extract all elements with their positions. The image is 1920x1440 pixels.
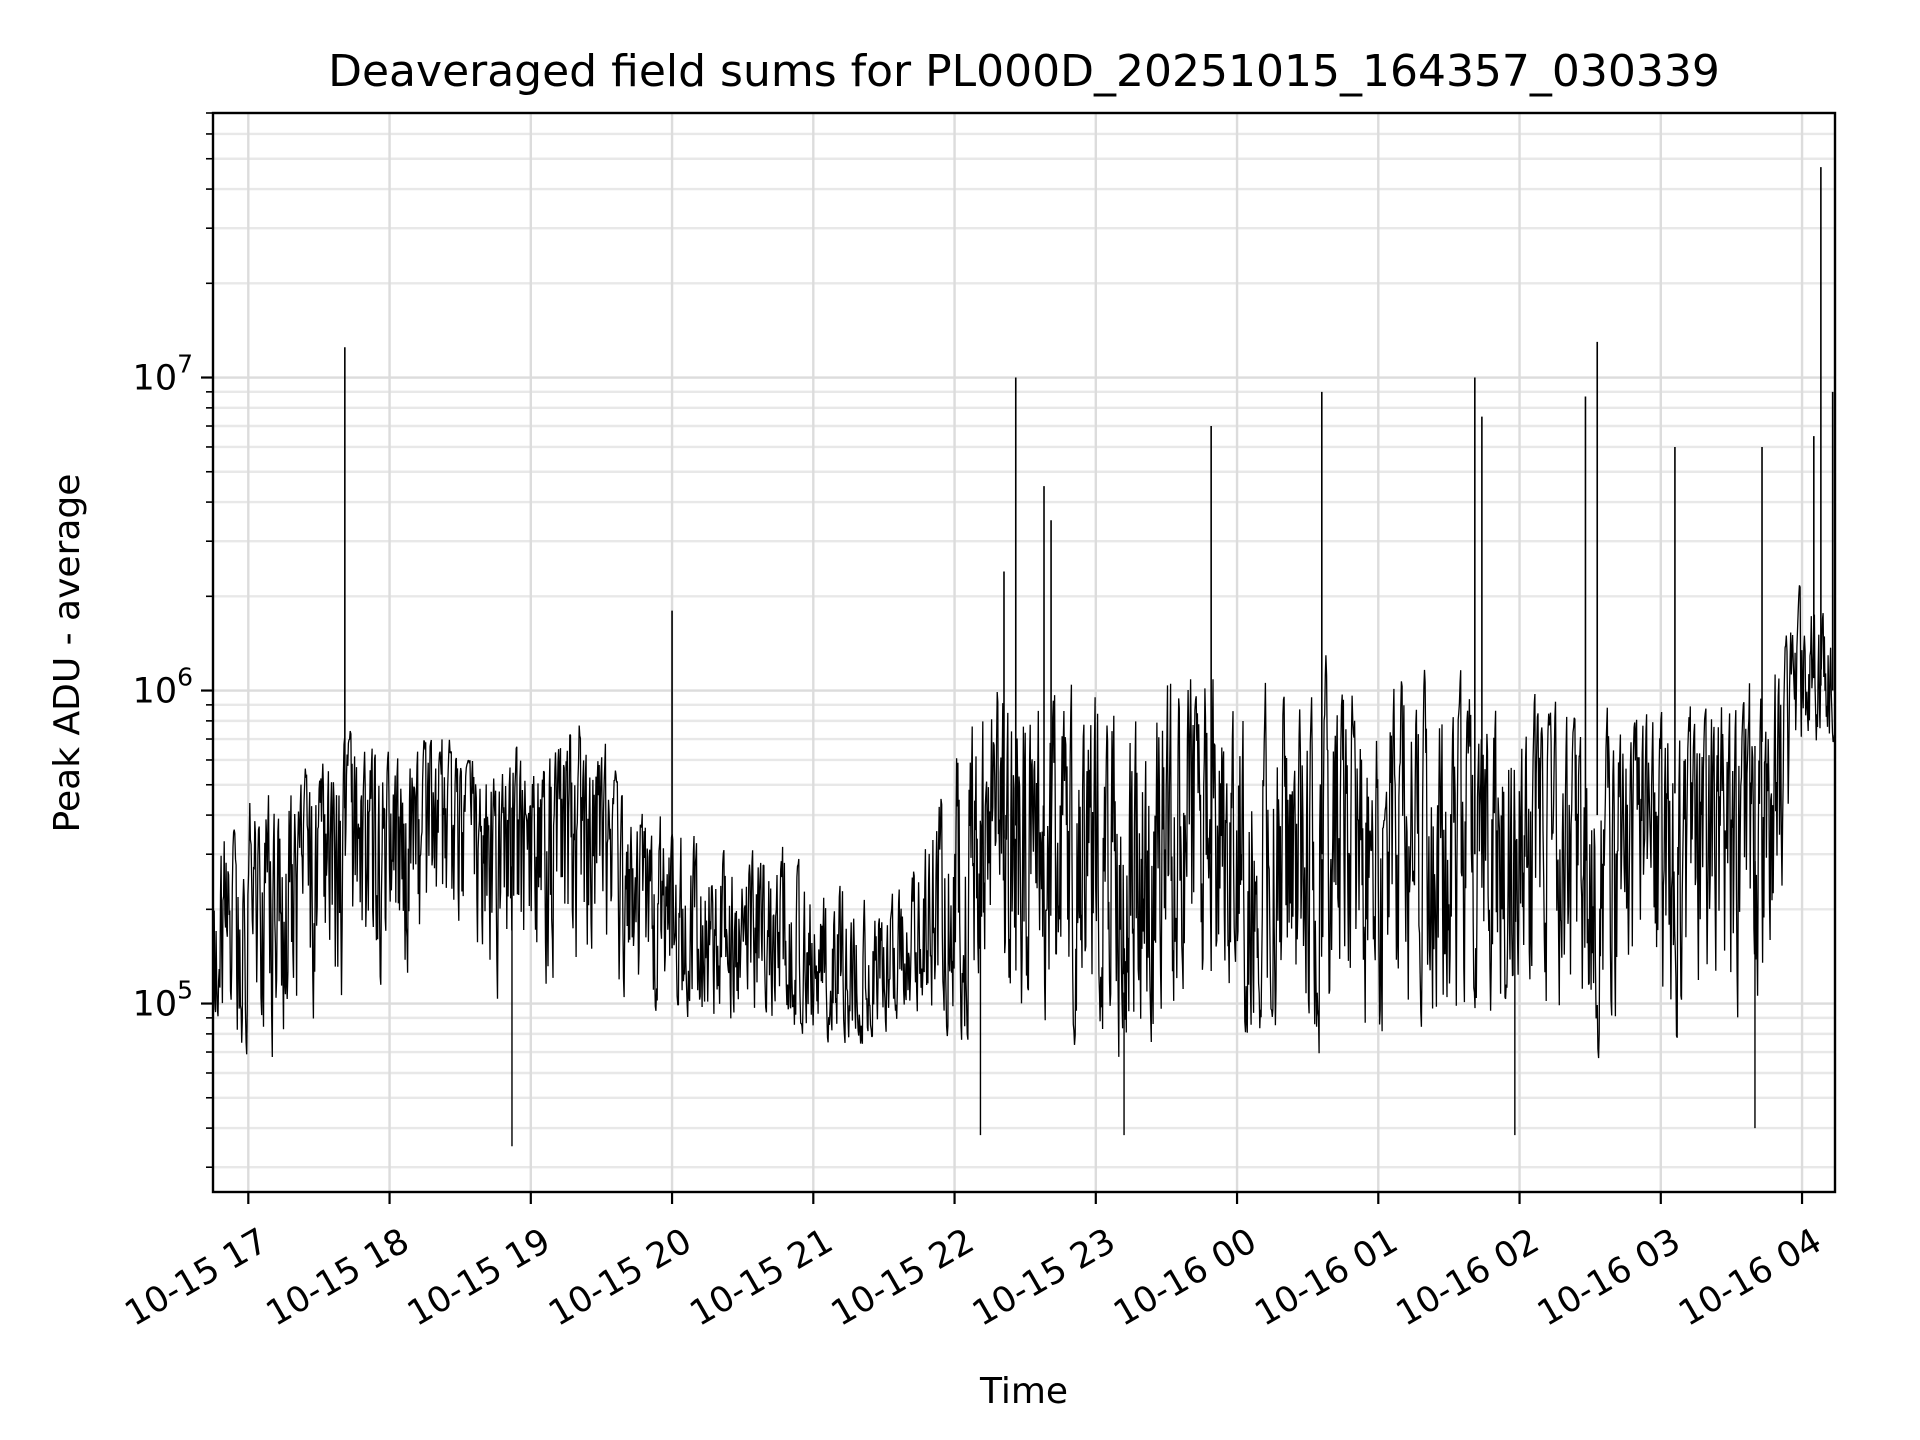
data-series [212, 167, 1836, 1147]
y-tick-label: 107 [133, 350, 193, 399]
x-axis-label: Time [979, 1371, 1068, 1412]
chart-title: Deaveraged field sums for PL000D_2025101… [328, 46, 1720, 97]
y-tick-label: 106 [133, 663, 193, 712]
plot-area-frame [211, 111, 1837, 1194]
y-tick-label: 105 [133, 976, 193, 1025]
y-axis-label: Peak ADU - average [47, 474, 88, 833]
data-trace [212, 585, 1836, 1059]
